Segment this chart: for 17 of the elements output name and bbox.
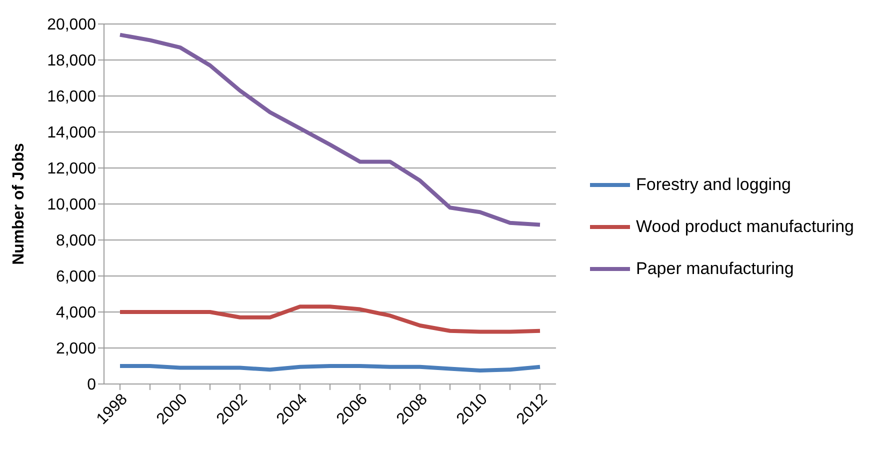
line-series: [118, 32, 542, 227]
y-tick-label: 16,000: [47, 88, 96, 106]
y-tick-label: 2,000: [56, 340, 96, 358]
legend-label: Paper manufacturing: [636, 259, 794, 279]
y-tick-label: 8,000: [56, 232, 96, 250]
legend-label: Wood product manufacturing: [636, 217, 854, 237]
y-tick-label: 10,000: [47, 196, 96, 214]
y-axis-title: Number of Jobs: [10, 143, 28, 265]
y-tick-label: 6,000: [56, 268, 96, 286]
y-tick-label: 18,000: [47, 52, 96, 70]
y-tick-label: 20,000: [47, 16, 96, 34]
y-tick-label: 0: [87, 376, 96, 394]
y-tick-label: 4,000: [56, 304, 96, 322]
legend-label: Forestry and logging: [636, 175, 791, 195]
line-series: [118, 304, 542, 334]
y-tick-label: 12,000: [47, 160, 96, 178]
y-tick-label: 14,000: [47, 124, 96, 142]
